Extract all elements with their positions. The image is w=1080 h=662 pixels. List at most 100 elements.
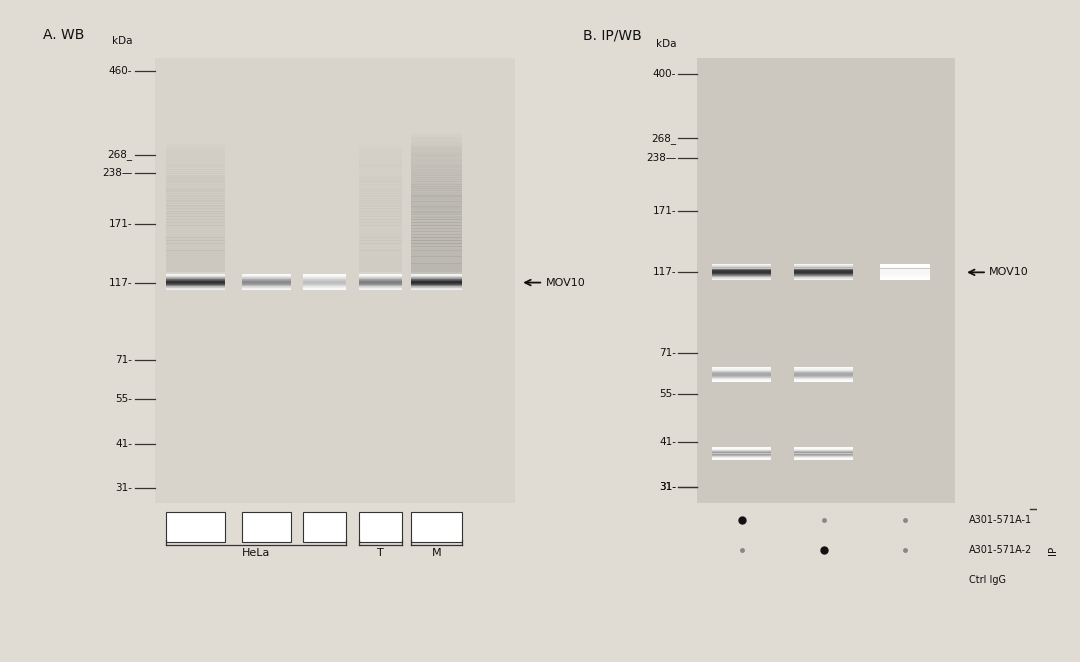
Bar (411, 260, 462, 263)
Text: 171-: 171- (652, 206, 676, 216)
Text: 71-: 71- (659, 348, 676, 358)
Bar (360, 265, 403, 269)
Bar (360, 254, 403, 258)
Bar (411, 168, 462, 172)
Bar (713, 377, 771, 378)
Bar (411, 188, 462, 192)
Bar (166, 173, 225, 177)
Bar (713, 367, 771, 368)
Bar (360, 162, 403, 166)
Bar (360, 224, 403, 228)
Bar (794, 367, 853, 368)
Text: B. IP/WB: B. IP/WB (583, 28, 642, 42)
Bar (360, 151, 403, 155)
Bar (411, 148, 462, 152)
Text: 238—: 238— (102, 168, 132, 178)
Bar (713, 372, 771, 373)
Bar (794, 372, 853, 373)
Bar (166, 230, 225, 234)
Bar (411, 198, 462, 201)
Text: 171-: 171- (108, 219, 132, 229)
Text: 55-: 55- (659, 389, 676, 399)
Bar (411, 224, 462, 228)
Bar (411, 219, 462, 223)
Bar (154, 58, 515, 503)
Bar (360, 181, 403, 185)
Bar (166, 203, 225, 207)
Bar (411, 155, 462, 159)
Bar (794, 378, 853, 379)
Bar (411, 258, 462, 261)
Bar (411, 189, 462, 193)
Bar (411, 138, 462, 142)
Bar (360, 244, 403, 247)
Bar (794, 452, 853, 453)
Bar (411, 216, 462, 220)
Bar (411, 181, 462, 185)
Bar (360, 171, 403, 174)
Bar (166, 265, 225, 269)
Bar (166, 193, 225, 197)
Bar (166, 161, 225, 164)
Bar (411, 143, 462, 147)
Bar (411, 247, 462, 250)
Bar (166, 164, 225, 168)
Bar (411, 175, 462, 178)
Bar (411, 135, 462, 139)
Bar (166, 175, 225, 179)
Bar (411, 214, 462, 218)
Bar (360, 512, 403, 542)
Bar (411, 171, 462, 174)
Bar (360, 203, 403, 207)
Text: 400-: 400- (652, 69, 676, 79)
Text: IP: IP (1048, 545, 1058, 555)
Bar (411, 237, 462, 240)
Bar (411, 165, 462, 168)
Bar (411, 240, 462, 244)
Bar (411, 222, 462, 226)
Bar (166, 153, 225, 157)
Bar (360, 222, 403, 226)
Bar (411, 197, 462, 201)
Bar (411, 164, 462, 168)
Text: kDa: kDa (656, 38, 676, 48)
Bar (411, 186, 462, 190)
Bar (411, 234, 462, 238)
Bar (360, 179, 403, 183)
Text: M: M (432, 548, 442, 559)
Bar (166, 171, 225, 174)
Bar (411, 187, 462, 191)
Bar (411, 183, 462, 187)
Bar (411, 156, 462, 159)
Bar (411, 213, 462, 217)
Bar (411, 162, 462, 166)
Bar (411, 151, 462, 155)
Bar (360, 175, 403, 179)
Bar (411, 185, 462, 189)
Text: 55-: 55- (116, 394, 132, 404)
Bar (166, 240, 225, 244)
Bar (794, 377, 853, 378)
Bar (794, 379, 853, 381)
Bar (794, 369, 853, 371)
Bar (411, 167, 462, 170)
Bar (360, 186, 403, 190)
Bar (360, 167, 403, 170)
Bar (794, 450, 853, 451)
Bar (411, 195, 462, 199)
Bar (166, 228, 225, 232)
Bar (166, 250, 225, 254)
Bar (411, 145, 462, 148)
Bar (411, 222, 462, 226)
Bar (360, 250, 403, 254)
Text: 50: 50 (189, 522, 202, 532)
Bar (411, 267, 462, 271)
Bar (166, 146, 225, 150)
Bar (713, 457, 771, 458)
Bar (360, 191, 403, 195)
Bar (411, 161, 462, 165)
Bar (411, 200, 462, 204)
Bar (411, 150, 462, 154)
Text: 50: 50 (430, 522, 444, 532)
Text: 31-: 31- (659, 482, 676, 492)
